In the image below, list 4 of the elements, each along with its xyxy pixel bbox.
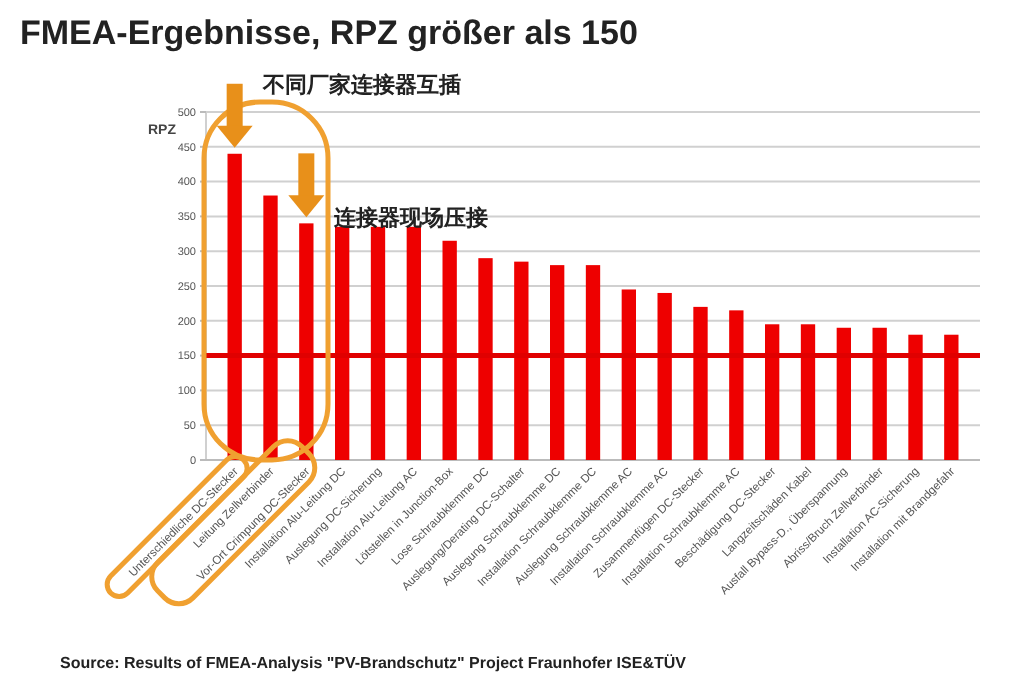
source-note: Source: Results of FMEA-Analysis "PV-Brandschutz" Project Fraunhofer ISE&TÜV — [60, 654, 688, 672]
annotation: 不同厂家连接器互插 — [260, 71, 461, 98]
chart-title: FMEA-Ergebnisse, RPZ größer als 150 — [20, 14, 638, 52]
annotation: 连接器现场压接 — [332, 205, 489, 232]
